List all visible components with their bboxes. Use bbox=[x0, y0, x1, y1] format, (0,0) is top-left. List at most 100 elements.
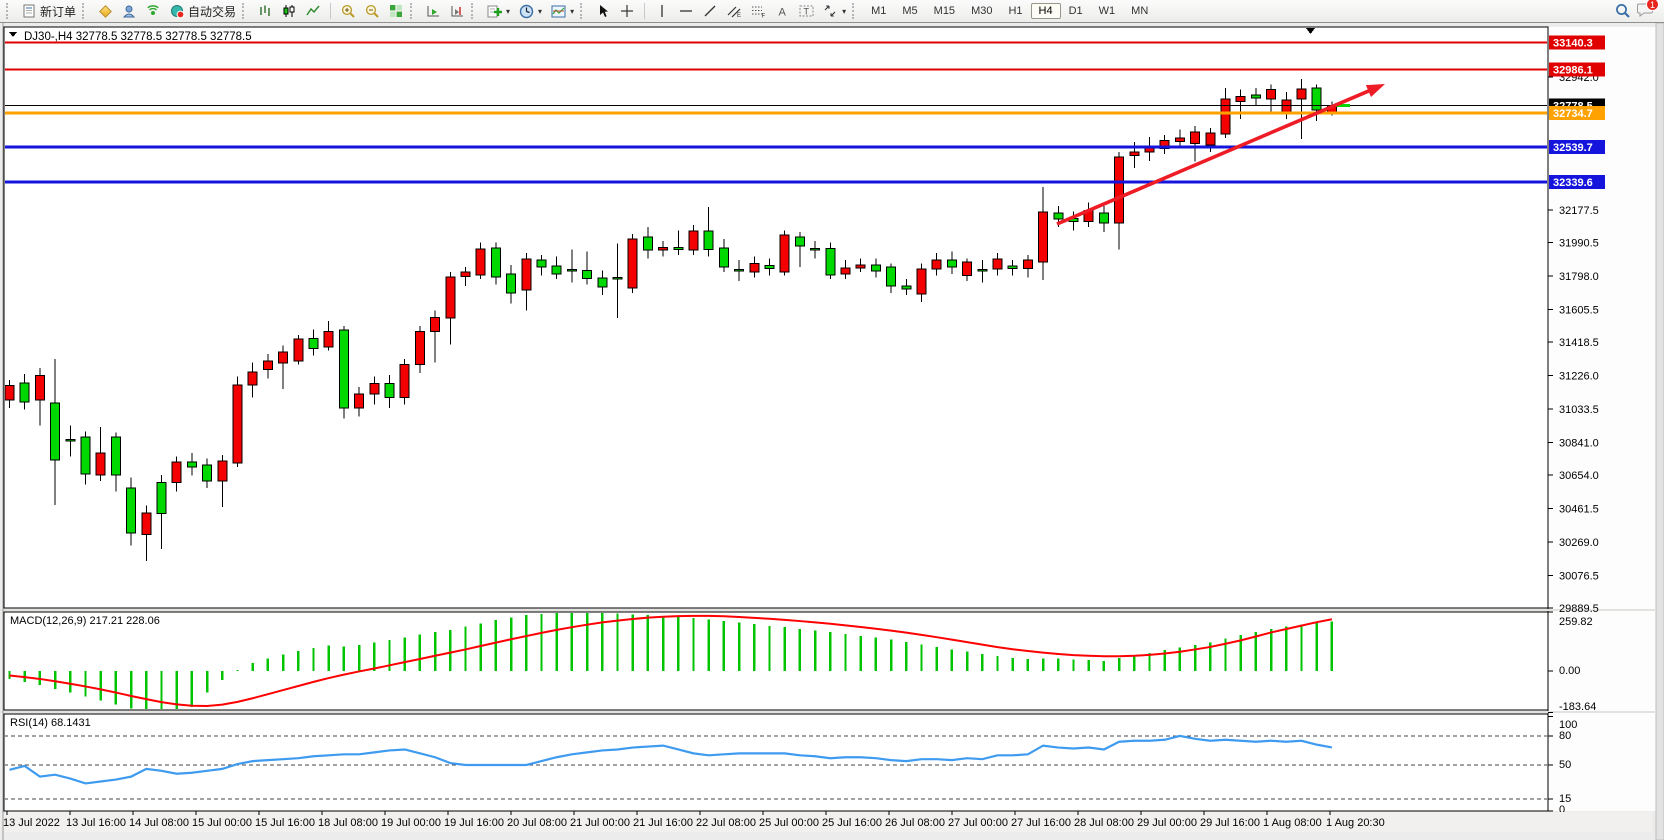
timeframe-w1[interactable]: W1 bbox=[1098, 5, 1116, 17]
vertical-line-tool-button[interactable] bbox=[650, 1, 674, 21]
trendline-tool-button[interactable] bbox=[698, 1, 722, 21]
auto-trading-icon bbox=[169, 3, 185, 19]
auto-scroll-button[interactable] bbox=[421, 1, 445, 21]
period-button[interactable]: ▾ bbox=[514, 1, 546, 21]
candle-body bbox=[156, 481, 167, 514]
toolbar-grip[interactable] bbox=[471, 3, 477, 19]
price-axis[interactable]: 32942.032177.531990.531798.031605.531418… bbox=[1548, 35, 1605, 816]
arrows-icon bbox=[822, 3, 838, 19]
horizontal-line-tool-button[interactable] bbox=[674, 1, 698, 21]
toolbar-grip[interactable] bbox=[852, 3, 858, 19]
time-tick-label: 28 Jul 08:00 bbox=[1074, 817, 1134, 829]
candle-body bbox=[186, 461, 197, 468]
candlestick-chart-button[interactable] bbox=[277, 1, 301, 21]
candle-body bbox=[658, 246, 669, 251]
add-indicator-button[interactable]: ▾ bbox=[482, 1, 514, 21]
candle-body bbox=[369, 383, 380, 395]
level-lines[interactable] bbox=[4, 41, 1548, 184]
new-order-button[interactable]: 新订单 bbox=[17, 1, 80, 21]
candle-body bbox=[825, 248, 836, 276]
candle-body bbox=[870, 264, 881, 272]
candle-body bbox=[384, 383, 395, 398]
candle-body bbox=[475, 248, 486, 276]
bar-chart-button[interactable] bbox=[253, 1, 277, 21]
candle-body bbox=[597, 277, 608, 288]
horizontal-line-icon bbox=[678, 3, 694, 19]
zoom-in-button[interactable] bbox=[336, 1, 360, 21]
chart-title: DJ30-,H4 32778.5 32778.5 32778.5 32778.5 bbox=[24, 31, 252, 43]
market-watch-button[interactable] bbox=[93, 1, 117, 21]
symbol-dropdown-icon[interactable] bbox=[9, 32, 17, 37]
time-tick-label: 27 Jul 16:00 bbox=[1011, 817, 1071, 829]
candle-body bbox=[338, 329, 349, 409]
cursor-icon bbox=[595, 3, 611, 19]
price-tick-label: 29889.5 bbox=[1559, 603, 1599, 615]
chart-shift-button[interactable] bbox=[445, 1, 469, 21]
chart-shift-icon bbox=[449, 3, 465, 19]
time-tick-label: 19 Jul 00:00 bbox=[381, 817, 441, 829]
time-tick-label: 25 Jul 00:00 bbox=[759, 817, 819, 829]
new-order-doc-icon bbox=[21, 3, 37, 19]
candle-body bbox=[141, 512, 152, 536]
line-chart-button[interactable] bbox=[301, 1, 325, 21]
arrows-tool-button[interactable]: ▾ bbox=[818, 1, 850, 21]
toolbar-grip[interactable] bbox=[6, 3, 12, 19]
notifications-button[interactable]: 1 bbox=[1637, 0, 1659, 20]
crosshair-tool-button[interactable] bbox=[615, 1, 639, 21]
toolbar-grip[interactable] bbox=[580, 3, 586, 19]
fibonacci-tool-button[interactable]: F bbox=[746, 1, 770, 21]
zoom-out-button[interactable] bbox=[360, 1, 384, 21]
candle-body bbox=[354, 393, 365, 409]
templates-button[interactable]: ▾ bbox=[546, 1, 578, 21]
tile-windows-button[interactable] bbox=[384, 1, 408, 21]
candle-body bbox=[1098, 212, 1109, 224]
level-price-label bbox=[1549, 62, 1605, 77]
panel-splitter[interactable] bbox=[0, 711, 1656, 713]
candle-body bbox=[34, 375, 45, 401]
timeframe-m5[interactable]: M5 bbox=[902, 5, 918, 17]
candle-body bbox=[642, 236, 653, 251]
timeframe-h1[interactable]: H1 bbox=[1008, 5, 1023, 17]
level-price-label bbox=[1549, 174, 1605, 189]
timeframe-mn[interactable]: MN bbox=[1131, 5, 1149, 17]
price-axis-bg[interactable] bbox=[1548, 27, 1656, 811]
toolbar-grip[interactable] bbox=[82, 3, 88, 19]
panel-splitter[interactable] bbox=[0, 609, 1656, 611]
candle-body bbox=[627, 238, 638, 289]
text-label-tool-button[interactable]: T bbox=[794, 1, 818, 21]
equidistant-channel-tool-button[interactable]: E bbox=[722, 1, 746, 21]
time-tick-label: 29 Jul 00:00 bbox=[1137, 817, 1197, 829]
time-tick-label: 13 Jul 2022 bbox=[3, 817, 60, 829]
time-tick-label: 18 Jul 08:00 bbox=[318, 817, 378, 829]
toolbar-grip[interactable] bbox=[242, 3, 248, 19]
signals-button[interactable] bbox=[141, 1, 165, 21]
candle-body bbox=[612, 276, 623, 280]
cursor-tool-button[interactable] bbox=[591, 1, 615, 21]
candle-body bbox=[566, 268, 577, 272]
equidistant-channel-icon: E bbox=[726, 3, 742, 19]
time-axis[interactable]: 13 Jul 2022 13 Jul 16:00 14 Jul 08:00 15 Ju… bbox=[3, 811, 1652, 832]
svg-text:F: F bbox=[761, 14, 765, 19]
timeframe-h4[interactable]: H4 bbox=[1030, 3, 1061, 19]
trend-arrow[interactable] bbox=[1056, 84, 1385, 226]
auto-trading-button[interactable]: 自动交易 bbox=[165, 1, 240, 21]
candle-body bbox=[65, 439, 76, 442]
rsi-panel[interactable] bbox=[3, 713, 1549, 812]
macd-indicator bbox=[8, 613, 1334, 709]
timeframe-m15[interactable]: M15 bbox=[933, 5, 956, 17]
candle-body bbox=[688, 230, 699, 251]
price-tick-label: 30461.5 bbox=[1559, 504, 1599, 516]
navigator-icon bbox=[121, 3, 137, 19]
add-indicator-icon bbox=[486, 3, 502, 19]
toolbar-grip[interactable] bbox=[410, 3, 416, 19]
search-icon[interactable] bbox=[1615, 3, 1631, 19]
candle-body bbox=[278, 351, 289, 364]
text-tool-button[interactable]: A bbox=[770, 1, 794, 21]
candle-body bbox=[855, 264, 866, 269]
candle-body bbox=[247, 371, 258, 386]
navigator-button[interactable] bbox=[117, 1, 141, 21]
timeframe-m1[interactable]: M1 bbox=[871, 5, 887, 17]
timeframe-d1[interactable]: D1 bbox=[1068, 5, 1083, 17]
timeframe-m30[interactable]: M30 bbox=[971, 5, 993, 17]
